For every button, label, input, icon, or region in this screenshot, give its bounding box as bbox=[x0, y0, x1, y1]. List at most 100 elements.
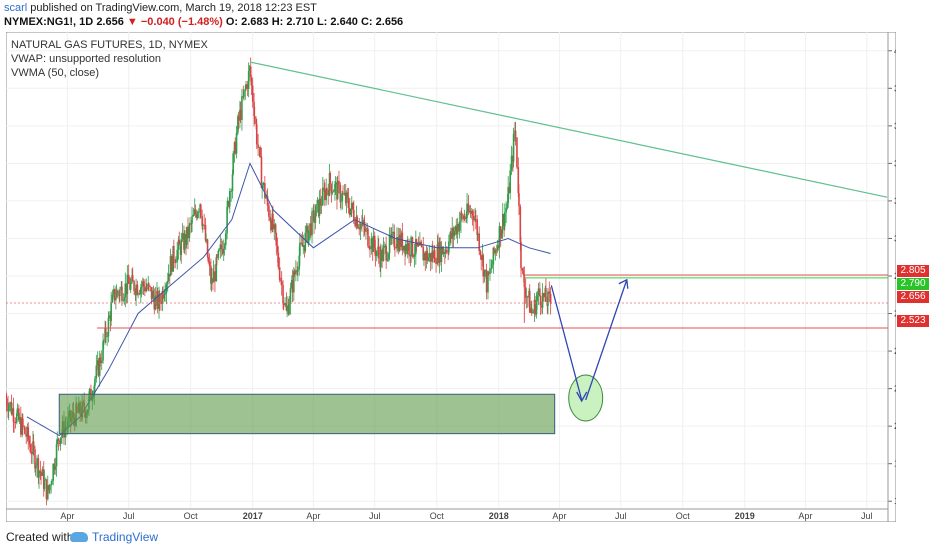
candle-body bbox=[214, 271, 216, 282]
candle-body bbox=[302, 245, 305, 247]
candle-body bbox=[450, 232, 452, 239]
candle-body bbox=[226, 200, 229, 207]
candle-body bbox=[526, 296, 529, 298]
candle-body bbox=[142, 281, 145, 287]
candle-body bbox=[154, 295, 157, 310]
candle-body bbox=[11, 408, 13, 414]
candle-body bbox=[319, 198, 322, 206]
candle-body bbox=[276, 245, 279, 253]
up-arrowhead bbox=[618, 278, 629, 289]
candle-body bbox=[379, 249, 382, 268]
candle-body bbox=[270, 220, 272, 231]
y-tick-label: 3.000 bbox=[894, 233, 896, 243]
candle-body bbox=[255, 119, 257, 125]
chart-area[interactable]: 4.000 3.800 3.600 3.400 3.200 3.000 2.800 2.600… bbox=[6, 32, 896, 522]
candle-body bbox=[156, 290, 159, 310]
candle-body bbox=[208, 261, 211, 266]
candle-body bbox=[358, 227, 361, 230]
candle-body bbox=[390, 233, 393, 239]
candle-body bbox=[482, 255, 485, 277]
candle-body bbox=[311, 211, 313, 236]
candle-body bbox=[353, 209, 355, 221]
candle-body bbox=[439, 241, 441, 263]
author-link[interactable]: scarl bbox=[4, 2, 28, 14]
candle-body bbox=[300, 242, 303, 244]
candle-body bbox=[518, 193, 520, 207]
candle-body bbox=[291, 279, 294, 293]
candle-body bbox=[489, 268, 491, 275]
candle-body bbox=[437, 244, 439, 263]
candle-body bbox=[350, 202, 353, 209]
candle-body bbox=[264, 197, 267, 199]
candle-body bbox=[237, 116, 240, 121]
candle-body bbox=[189, 223, 191, 226]
tradingview-logo[interactable]: TradingView bbox=[70, 530, 158, 544]
candle-body bbox=[286, 305, 288, 311]
candle-body bbox=[231, 174, 234, 192]
candle-body bbox=[370, 238, 373, 249]
candle-body bbox=[204, 225, 207, 241]
candle-body bbox=[396, 237, 398, 248]
candle-body bbox=[479, 251, 482, 256]
candle-body bbox=[115, 290, 118, 298]
candle-body bbox=[516, 137, 518, 168]
candle-body bbox=[15, 413, 18, 423]
candle-body bbox=[202, 224, 204, 226]
price-chart[interactable]: 4.000 3.800 3.600 3.400 3.200 3.000 2.800 2.600… bbox=[6, 32, 896, 522]
candle-body bbox=[273, 224, 276, 230]
candle-body bbox=[12, 408, 15, 422]
y-tick-label: 3.200 bbox=[894, 196, 896, 206]
candle-body bbox=[171, 256, 173, 272]
candle-body bbox=[54, 466, 57, 470]
candle-body bbox=[350, 208, 352, 216]
candle-body bbox=[359, 223, 362, 230]
ohlc-values: O: 2.683 H: 2.710 L: 2.640 C: 2.656 bbox=[225, 16, 404, 28]
candle-body bbox=[249, 66, 252, 77]
candle-body bbox=[485, 270, 488, 293]
candle-body bbox=[345, 192, 348, 203]
candle-body bbox=[247, 71, 250, 89]
candle-body bbox=[260, 156, 263, 189]
candle-body bbox=[45, 479, 48, 500]
candle-body bbox=[361, 220, 364, 224]
candle-body bbox=[536, 295, 538, 302]
candle-body bbox=[151, 290, 154, 300]
tradingview-cloud-icon bbox=[70, 532, 88, 542]
candle-body bbox=[133, 281, 135, 292]
candle-body bbox=[545, 288, 547, 302]
candle-body bbox=[100, 360, 103, 364]
candle-body bbox=[51, 480, 53, 485]
candle-body bbox=[25, 433, 28, 437]
candle-body bbox=[316, 199, 319, 205]
chart-header: scarl published on TradingView.com, Marc… bbox=[0, 0, 932, 30]
candle-body bbox=[278, 267, 281, 280]
x-tick-label: 2019 bbox=[735, 511, 755, 521]
candle-body bbox=[167, 273, 170, 281]
candle-body bbox=[119, 289, 121, 296]
candle-body bbox=[506, 203, 509, 208]
candle-body bbox=[28, 440, 31, 445]
candle-body bbox=[55, 443, 58, 467]
candle-body bbox=[363, 220, 365, 226]
candle-body bbox=[57, 438, 60, 441]
candle-body bbox=[415, 239, 417, 255]
candle-body bbox=[36, 458, 38, 468]
candle-body bbox=[288, 303, 290, 315]
price-label-2805: 2.805 bbox=[897, 265, 929, 277]
candle-body bbox=[460, 212, 462, 223]
candle-body bbox=[318, 198, 321, 217]
candle-body bbox=[435, 262, 437, 264]
candle-body bbox=[152, 290, 155, 298]
candle-body bbox=[301, 242, 304, 247]
candle-body bbox=[164, 293, 166, 296]
candle-body bbox=[314, 216, 317, 223]
candle-body bbox=[521, 268, 524, 271]
y-tick-label: 4.000 bbox=[894, 46, 896, 56]
candle-body bbox=[297, 269, 299, 272]
candle-body bbox=[305, 225, 308, 233]
candle-body bbox=[14, 422, 17, 423]
candle-body bbox=[97, 360, 100, 376]
candle-body bbox=[289, 288, 292, 304]
candle-body bbox=[496, 245, 499, 251]
candle-body bbox=[137, 293, 139, 295]
